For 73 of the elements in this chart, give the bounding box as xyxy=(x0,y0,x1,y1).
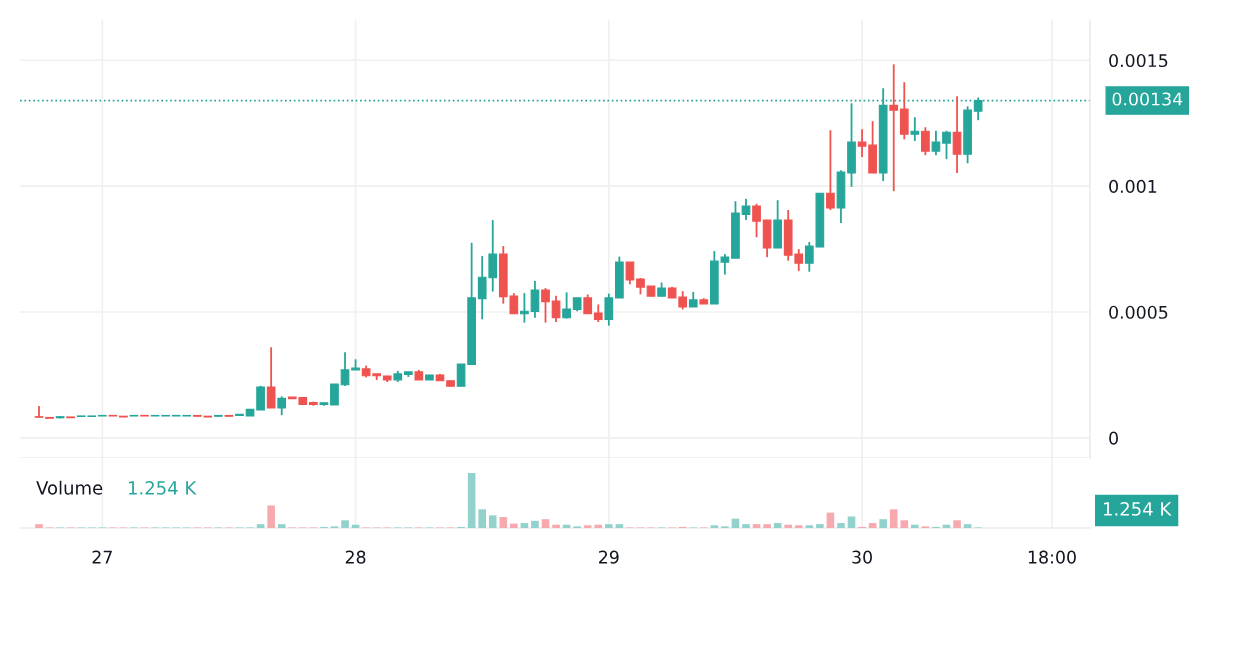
candlestick xyxy=(340,351,350,387)
bar xyxy=(277,524,286,528)
bar xyxy=(953,520,961,528)
bar xyxy=(900,520,909,528)
candlestick xyxy=(551,294,561,323)
candlestick xyxy=(34,404,44,419)
candlestick xyxy=(530,280,540,319)
candlestick xyxy=(256,384,265,411)
bar xyxy=(911,524,919,528)
bar xyxy=(773,523,782,528)
candlestick xyxy=(921,126,930,157)
bar xyxy=(837,523,845,528)
y-tick-label: 0.001 xyxy=(1109,179,1157,193)
bar xyxy=(742,524,750,528)
bar xyxy=(267,505,275,528)
candlestick xyxy=(889,63,899,193)
bar xyxy=(889,509,898,528)
candlestick xyxy=(266,346,276,409)
bar xyxy=(520,523,529,528)
bar xyxy=(488,515,497,528)
candlestick xyxy=(741,197,751,222)
candlestick xyxy=(604,292,614,327)
bar xyxy=(478,509,486,528)
y-tick-label: 0 xyxy=(1109,431,1118,445)
x-tick-label: 29 xyxy=(599,550,619,564)
candlestick xyxy=(562,291,571,320)
y-tick-label: 0.0015 xyxy=(1109,53,1168,68)
x-tick-label: 30 xyxy=(852,550,872,564)
bar xyxy=(784,524,792,528)
candlestick xyxy=(826,129,835,211)
candlestick xyxy=(541,287,550,324)
bar xyxy=(868,523,877,528)
x-tick-label: 28 xyxy=(345,550,366,564)
bar xyxy=(510,523,518,528)
bar xyxy=(541,519,550,528)
candlestick xyxy=(625,261,635,286)
bar xyxy=(752,524,761,528)
bar xyxy=(499,517,508,528)
bar xyxy=(341,520,349,528)
bar xyxy=(605,524,613,528)
candlestick xyxy=(752,202,761,239)
annotation: 1.254 K xyxy=(128,481,197,495)
bar xyxy=(594,524,603,528)
bar xyxy=(256,524,265,528)
bar xyxy=(879,519,887,528)
candlestick xyxy=(520,292,529,324)
annotation: Volume xyxy=(36,480,103,495)
x-tick-label: 27 xyxy=(92,550,112,564)
candlestick xyxy=(277,395,287,417)
text: 1.254 K xyxy=(1103,502,1172,516)
candlestick xyxy=(910,116,920,142)
bar xyxy=(826,512,835,528)
candlestick xyxy=(942,129,951,161)
bar xyxy=(763,524,771,528)
ref-line-label: 0.00134 xyxy=(1112,92,1183,106)
candlestick xyxy=(952,95,962,174)
bar xyxy=(467,473,476,528)
y-tick-label: 0.0005 xyxy=(1109,305,1168,319)
bar xyxy=(816,524,824,528)
x-tick-label: 18:00 xyxy=(1028,550,1076,564)
bar xyxy=(583,525,592,528)
bar xyxy=(531,520,539,528)
candlestick xyxy=(583,293,593,315)
bar xyxy=(710,525,719,528)
bar xyxy=(847,516,856,528)
bar xyxy=(963,524,972,528)
bar xyxy=(35,524,43,528)
bar xyxy=(615,524,624,528)
bar xyxy=(805,525,814,528)
bar xyxy=(552,524,560,528)
candlestick xyxy=(931,129,941,157)
bar xyxy=(794,525,803,528)
candlestick xyxy=(330,383,339,406)
